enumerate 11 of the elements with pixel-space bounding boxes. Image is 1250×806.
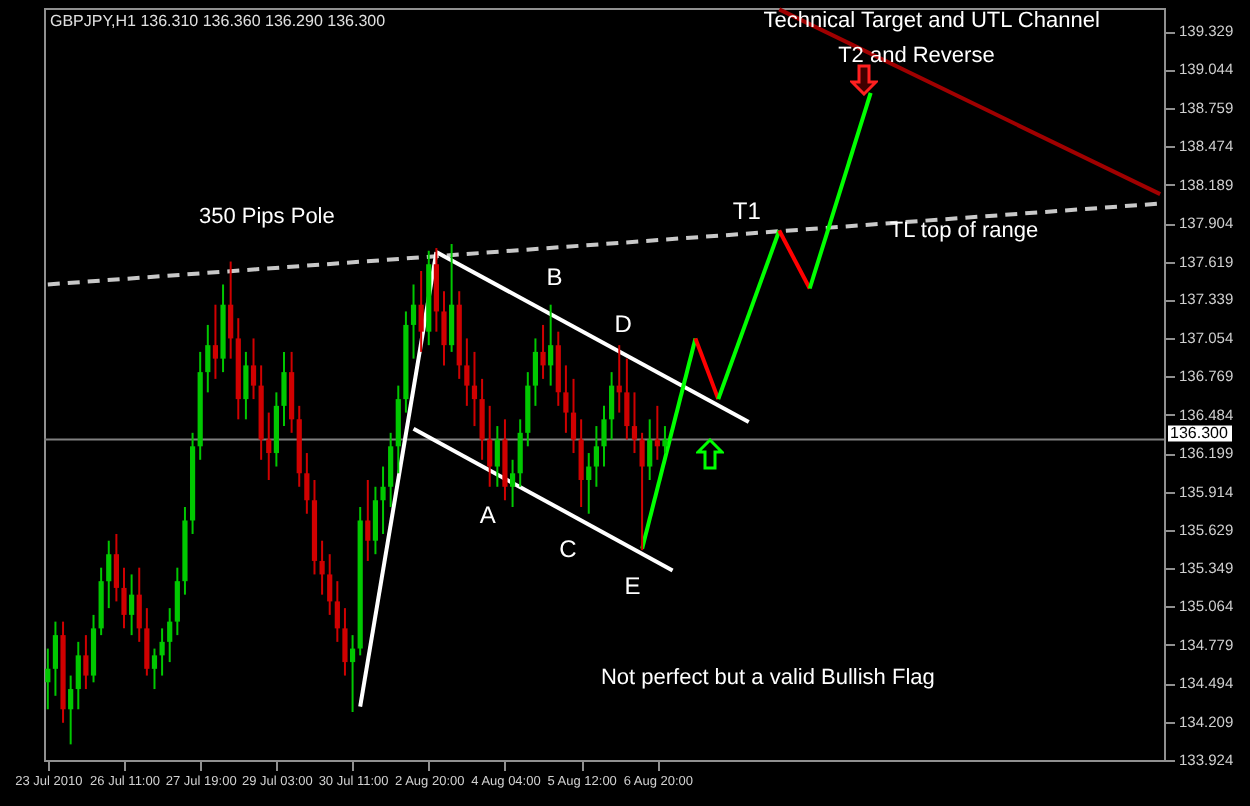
chart-title: GBPJPY,H1 136.310 136.360 136.290 136.300 [50, 12, 387, 30]
annotation: B [546, 262, 563, 291]
ref-line-label: 136.300 [1170, 423, 1229, 442]
annotation: T1 [732, 197, 762, 226]
annotation: 350 Pips Pole [198, 205, 335, 230]
annotation: A [479, 500, 496, 529]
annotation: C [559, 535, 578, 564]
annotation: TL top of range [889, 218, 1039, 243]
annotation: E [624, 572, 641, 601]
annotation: D [614, 309, 633, 338]
annotation: Not perfect but a valid Bullish Flag [600, 665, 935, 690]
